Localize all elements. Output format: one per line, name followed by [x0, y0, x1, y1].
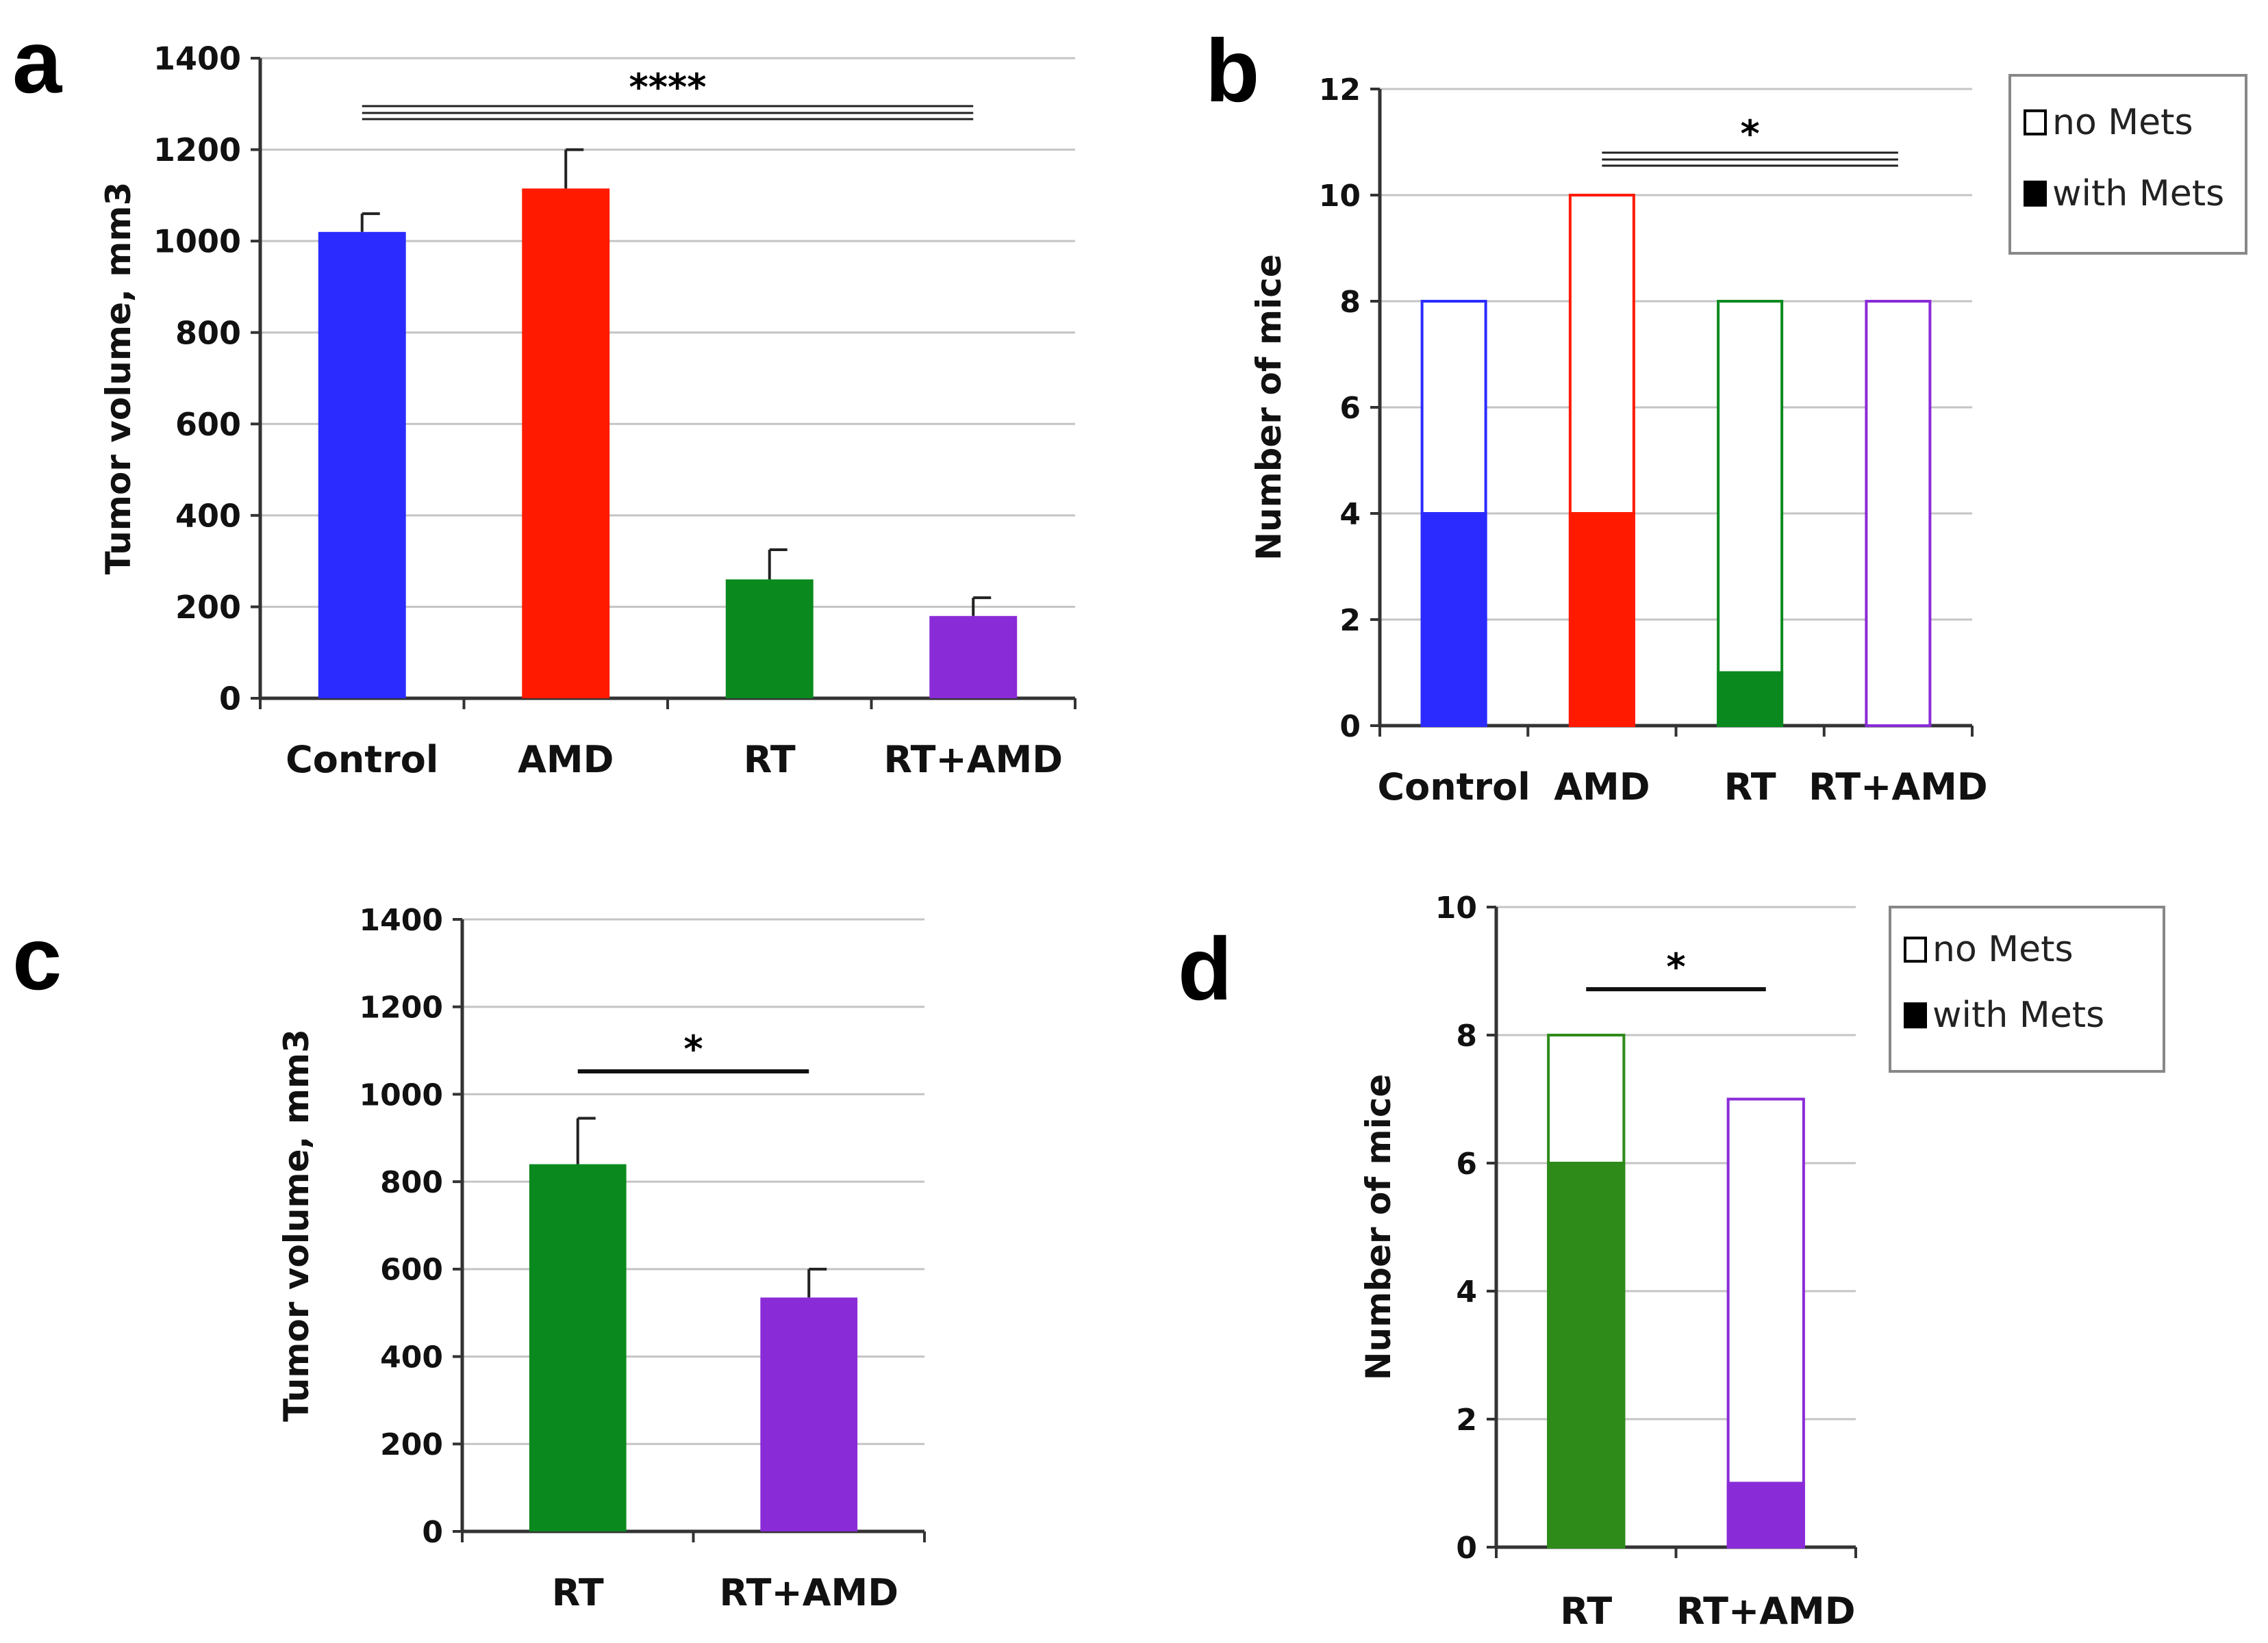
panel-a-ytick-label: 800: [175, 314, 241, 351]
panel-letter-c: c: [12, 908, 62, 1008]
panel-a-bar-amd: [522, 188, 610, 698]
panel-d-bar-no-mets-rt-amd: [1726, 1097, 1805, 1549]
panel-a-ytick-label: 200: [175, 589, 241, 626]
panel-b-chart: 0 2 4 6 8 10 12 Number of mice Control AMD RT RT+AM…: [1249, 73, 2247, 808]
panel-d-ytick-label: 2: [1456, 1403, 1477, 1438]
panel-b-bar-with-mets-control: [1420, 512, 1487, 727]
panel-d-ytick-label: 6: [1456, 1147, 1477, 1182]
panel-c-ytick-label: 1400: [360, 903, 443, 938]
panel-c-category-label-rt: RT: [552, 1571, 604, 1614]
panel-a-ytick-label: 1400: [153, 40, 241, 77]
panel-a-bar-rt: [725, 579, 814, 698]
panel-a-ytick-label: 400: [175, 497, 241, 534]
panel-c-y-axis-title: Tumor volume, mm3: [277, 1029, 316, 1422]
panel-d-legend-label-no-mets: no Mets: [1932, 929, 2074, 970]
panel-a-bar-rt-amd: [929, 615, 1018, 698]
panel-c-ytick-label: 0: [422, 1515, 443, 1550]
panel-b-bar-with-mets-rt: [1717, 671, 1784, 727]
panel-a-significance-label: ****: [629, 66, 707, 109]
panel-c-bar-rt: [529, 1164, 627, 1531]
panel-d-legend-box: [1889, 906, 2165, 1073]
panel-b-legend-label-with-mets: with Mets: [2052, 173, 2224, 214]
panel-c-ytick-label: 1000: [360, 1078, 443, 1112]
panel-b-ytick-label: 10: [1319, 179, 1361, 214]
panel-a-category-label-amd: AMD: [518, 738, 614, 781]
panel-d-bar-with-mets-rt-amd: [1726, 1481, 1805, 1549]
panel-d-ytick-label: 0: [1456, 1531, 1477, 1566]
panel-d-chart: 0 2 4 6 8 10 Number of mice RT RT+AMD * no Mets wit…: [1359, 891, 2165, 1633]
panel-c-ytick-label: 1200: [360, 991, 443, 1026]
panel-c-bar-rt-amd: [760, 1297, 858, 1531]
panel-d-significance-label: *: [1666, 945, 1685, 989]
panel-b-bar-no-mets-rt: [1717, 300, 1784, 727]
panel-b-ytick-label: 4: [1339, 497, 1361, 532]
panel-a-y-axis-title: Tumor volume, mm3: [99, 182, 138, 575]
panel-a-ytick-label: 1200: [153, 131, 241, 168]
panel-d-ytick-label: 10: [1435, 891, 1477, 926]
panel-a-ytick-label: 600: [175, 406, 241, 443]
panel-a-bar-control: [318, 231, 406, 698]
panel-c-chart: 0 200 400 600 800 1000 1200 1400 Tumor volume, m…: [277, 903, 926, 1614]
panel-a-chart: 0 200 400 600 800 1000 1200 1400 Tumor volume, m…: [99, 40, 1076, 781]
panel-b-ytick-label: 6: [1339, 391, 1361, 426]
panel-d-category-label-rt: RT: [1560, 1590, 1612, 1633]
panel-b-category-label-rt-amd: RT+AMD: [1809, 765, 1988, 808]
panel-b-legend-box: [2008, 74, 2247, 255]
panel-letter-d: d: [1178, 919, 1232, 1019]
panel-b-legend-label-no-mets: no Mets: [2052, 102, 2193, 143]
panel-c-category-label-rt-amd: RT+AMD: [719, 1571, 898, 1614]
panel-b-category-label-amd: AMD: [1554, 765, 1650, 808]
panel-c-ytick-label: 400: [380, 1340, 443, 1375]
panel-a-ytick-label: 0: [219, 680, 241, 717]
panel-d-ytick-label: 8: [1456, 1019, 1477, 1054]
panel-b-ytick-label: 12: [1319, 73, 1361, 107]
panel-b-ytick-label: 0: [1339, 709, 1361, 744]
panel-c-ytick-label: 200: [380, 1427, 443, 1462]
panel-c-ytick-label: 800: [380, 1165, 443, 1200]
panel-d-ytick-label: 4: [1456, 1275, 1477, 1310]
panel-b-ytick-label: 2: [1339, 603, 1361, 638]
panel-b-legend-swatch-with-mets: [2024, 180, 2047, 207]
panel-c-significance-label: *: [683, 1028, 703, 1071]
panel-b-ytick-label: 8: [1339, 285, 1361, 320]
panel-d-legend-label-with-mets: with Mets: [1932, 995, 2104, 1036]
panel-b-legend-swatch-no-mets: [2024, 109, 2047, 136]
panel-d-category-label-rt-amd: RT+AMD: [1676, 1590, 1856, 1633]
panel-b-category-label-control: Control: [1378, 765, 1530, 808]
panel-b-category-label-rt: RT: [1724, 765, 1776, 808]
panel-a-ytick-label: 1000: [153, 223, 241, 260]
panel-b-significance-label: *: [1741, 112, 1760, 155]
panel-a-category-label-rt: RT: [744, 738, 796, 781]
panel-d-legend-swatch-no-mets: [1904, 937, 1927, 963]
panel-a-category-label-control: Control: [286, 738, 438, 781]
panel-d-legend-swatch-with-mets: [1904, 1002, 1927, 1029]
panel-a-category-label-rt-amd: RT+AMD: [883, 738, 1063, 781]
panel-letter-a: a: [12, 12, 63, 112]
panel-d-bar-with-mets-rt: [1547, 1162, 1626, 1549]
panel-d-y-axis-title: Number of mice: [1359, 1074, 1398, 1381]
panel-b-bar-with-mets-amd: [1568, 512, 1635, 727]
panel-b-y-axis-title: Number of mice: [1249, 254, 1289, 561]
panel-letter-b: b: [1205, 21, 1259, 120]
panel-c-ytick-label: 600: [380, 1253, 443, 1288]
panel-b-bar-no-mets-rt-amd: [1865, 300, 1932, 727]
